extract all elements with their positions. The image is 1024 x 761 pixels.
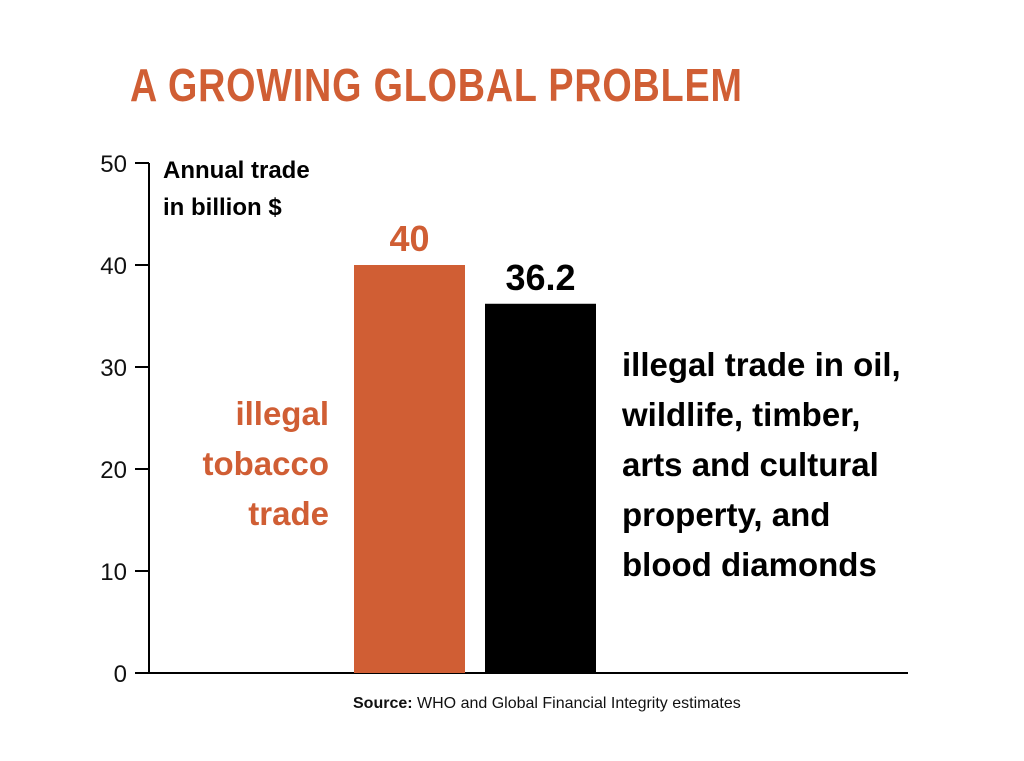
source-text: WHO and Global Financial Integrity estim…	[412, 695, 741, 712]
category-label-line: illegal	[235, 395, 329, 432]
y-tick-label: 50	[100, 151, 127, 178]
bar-value-label: 40	[389, 218, 429, 259]
category-label-line: wildlife, timber,	[621, 396, 860, 433]
y-tick-label: 40	[100, 253, 127, 280]
category-label-line: blood diamonds	[622, 546, 877, 583]
y-axis-label-line: in billion $	[163, 194, 282, 221]
category-label-line: property, and	[622, 496, 830, 533]
chart-title: A GROWING GLOBAL PROBLEM	[130, 59, 743, 111]
y-axis-label-line: Annual trade	[163, 157, 310, 184]
y-ticks: 0 10 20 30 40 50	[100, 151, 149, 688]
bars	[354, 265, 596, 673]
y-tick-label: 10	[100, 559, 127, 586]
labels: 40 illegal tobacco trade 36.2 illegal trade i…	[202, 218, 900, 583]
bar-value-label: 36.2	[505, 257, 575, 298]
y-tick-label: 0	[114, 661, 127, 688]
source-note: Source: WHO and Global Financial Integri…	[353, 695, 741, 713]
category-label-line: trade	[248, 495, 329, 532]
category-label-line: arts and cultural	[622, 446, 879, 483]
category-label-line: illegal trade in oil,	[622, 346, 901, 383]
y-axis-label: Annual trade in billion $	[163, 157, 310, 221]
y-tick-label: 20	[100, 457, 127, 484]
bar	[485, 303, 596, 673]
source-prefix: Source:	[353, 695, 413, 712]
y-tick-label: 30	[100, 355, 127, 382]
bar	[354, 265, 465, 673]
category-label-line: tobacco	[202, 445, 329, 482]
